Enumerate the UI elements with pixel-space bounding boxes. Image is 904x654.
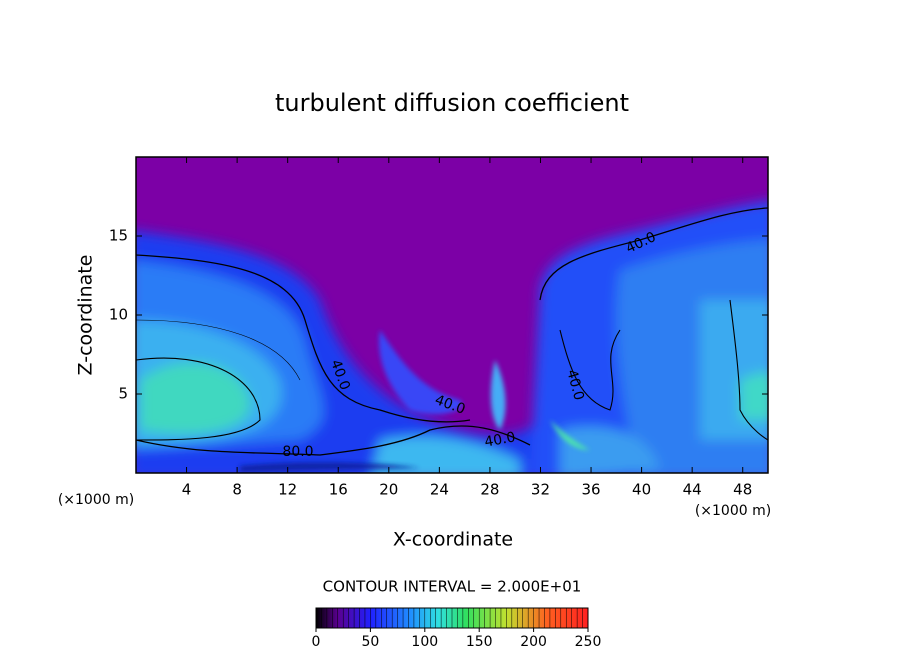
contour-label: 80.0 (282, 444, 313, 460)
x-unit-label: (×1000 m) (695, 503, 771, 519)
colorbar-tick-label: 200 (520, 634, 547, 650)
x-tick-label: 40 (632, 481, 651, 499)
y-tick-label: 10 (109, 306, 128, 324)
x-axis-label: X-coordinate (393, 529, 513, 551)
x-unit-label: (×1000 m) (58, 492, 134, 508)
x-tick-label: 16 (329, 481, 348, 499)
contour-field (136, 157, 768, 473)
contour-label: 40.0 (563, 368, 587, 402)
x-tick-label: 48 (733, 481, 752, 499)
y-axis-label: Z-coordinate (75, 255, 97, 376)
x-tick-label: 12 (278, 481, 297, 499)
colorbar-tick-label: 0 (312, 634, 321, 650)
y-tick-label: 15 (109, 227, 128, 245)
x-tick-label: 28 (480, 481, 499, 499)
chart-title: turbulent diffusion coefficient (275, 89, 629, 117)
x-tick-label: 32 (531, 481, 550, 499)
colorbar-tick-label: 250 (575, 634, 602, 650)
contour-interval: CONTOUR INTERVAL = 2.000E+01 (323, 578, 582, 596)
x-tick-label: 4 (182, 481, 192, 499)
y-tick-label: 5 (118, 385, 128, 403)
contour-label: 40.0 (483, 429, 516, 450)
colorbar-tick-label: 100 (411, 634, 438, 650)
x-tick-label: 24 (430, 481, 449, 499)
colorbar-tick-label: 150 (466, 634, 493, 650)
x-tick-label: 36 (581, 481, 600, 499)
x-tick-label: 8 (232, 481, 242, 499)
x-tick-label: 44 (683, 481, 702, 499)
colorbar-tick-label: 50 (361, 634, 379, 650)
x-tick-label: 20 (379, 481, 398, 499)
